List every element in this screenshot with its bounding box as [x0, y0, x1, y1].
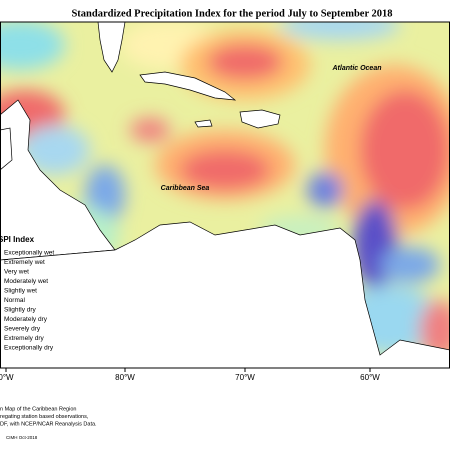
- spi-field: [0, 22, 450, 368]
- legend-item: Exceptionally dry: [4, 345, 54, 352]
- lon-label: 0°W: [0, 373, 14, 382]
- legend-item: Slightly wet: [4, 288, 37, 295]
- footnote-line: DF, with NCEP/NCAR Reanalysis Data.: [0, 421, 97, 427]
- legend-item: Extremely dry: [4, 335, 44, 342]
- hispaniola: [239, 109, 281, 129]
- legend-item: Slightly dry: [4, 307, 37, 314]
- legend: SPI Index Exceptionally wet Extremely wet…: [0, 235, 54, 352]
- legend-item: Severely dry: [4, 326, 41, 333]
- cuba: [139, 71, 237, 101]
- south-america: [0, 221, 450, 368]
- yucatan: [0, 127, 13, 171]
- legend-item: Moderately wet: [4, 278, 48, 285]
- footnote-line: regating station based observations,: [0, 414, 89, 420]
- legend-item: Normal: [4, 297, 26, 304]
- footnote-line: n Map of the Caribbean Region: [0, 406, 76, 412]
- lon-label: 60°W: [360, 373, 380, 382]
- legend-item: Moderately dry: [4, 316, 48, 323]
- florida: [97, 22, 126, 73]
- legend-title: SPI Index: [0, 235, 35, 244]
- ocean-label: Atlantic Ocean: [331, 65, 381, 72]
- lon-label: 70°W: [235, 373, 255, 382]
- lon-label: 80°W: [115, 373, 135, 382]
- legend-item: Very wet: [4, 269, 29, 276]
- longitude-axis: 0°W 80°W 70°W 60°W: [0, 368, 380, 382]
- legend-item: Extremely wet: [4, 259, 45, 266]
- map-title: Standardized Precipitation Index for the…: [71, 8, 392, 19]
- legend-item: Exceptionally wet: [4, 250, 54, 257]
- footnote: CIMH Oct-2018 n Map of the Caribbean Reg…: [0, 406, 97, 440]
- credit: CIMH Oct-2018: [6, 435, 38, 440]
- jamaica: [194, 119, 213, 128]
- sea-label: Caribbean Sea: [161, 185, 210, 192]
